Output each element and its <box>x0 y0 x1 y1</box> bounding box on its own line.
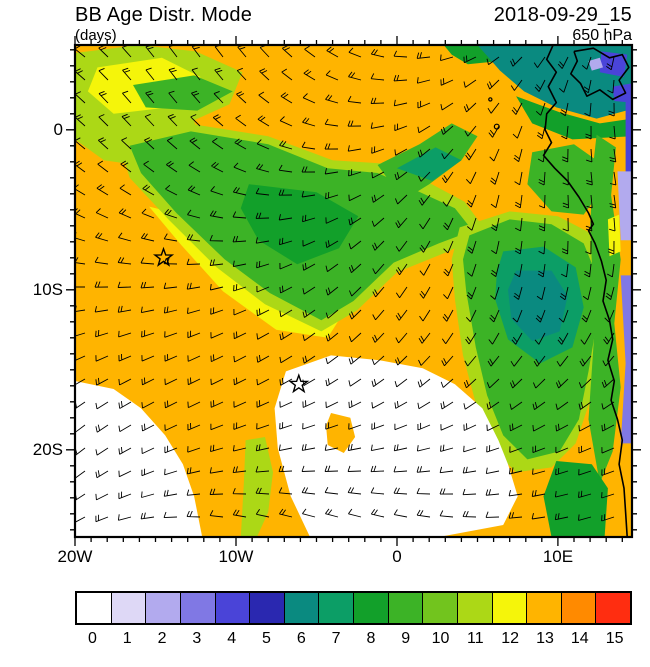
colorbar-tick-label: 12 <box>501 630 520 647</box>
colorbar-cell <box>354 593 389 623</box>
field-region-value-2 <box>617 171 632 241</box>
colorbar-tick-label: 9 <box>401 630 411 647</box>
x-axis-label: 20W <box>57 547 93 566</box>
plot-title: BB Age Distr. Mode <box>75 4 253 26</box>
field-region-value-4 <box>599 51 628 77</box>
x-axis-label: 10E <box>542 547 574 566</box>
field-region-value-2 <box>588 57 603 71</box>
colorbar-tick-label: 1 <box>122 630 132 647</box>
colorbar-tick-label: 10 <box>431 630 450 647</box>
colorbar-tick-label: 14 <box>570 630 589 647</box>
field-region-value-0 <box>75 381 203 537</box>
colorbar-tick-label: 4 <box>227 630 237 647</box>
colorbar-tick-label: 7 <box>331 630 341 647</box>
y-axis-label: 10S <box>32 279 63 299</box>
colorbar-cell <box>596 593 630 623</box>
plot-timestamp: 2018-09-29_15 <box>493 4 632 26</box>
colorbar-tick-label: 3 <box>192 630 202 647</box>
field-region-value-11 <box>240 437 273 537</box>
colorbar-tick-label: 15 <box>605 630 624 647</box>
colorbar-cell <box>319 593 354 623</box>
colorbar <box>75 591 632 625</box>
field-region-value-6 <box>508 270 568 341</box>
colorbar-tick-label: 5 <box>262 630 271 647</box>
field-region-value-9 <box>527 144 600 215</box>
plot-units-label: (days) <box>75 27 117 44</box>
map-canvas <box>66 36 641 546</box>
colorbar-cell <box>284 593 320 623</box>
field-region-value-8 <box>516 96 632 140</box>
y-axis-label: 0 <box>53 119 63 139</box>
colorbar-tick-label: 13 <box>536 630 554 647</box>
island-outline <box>488 97 493 102</box>
colorbar-cell <box>527 593 562 623</box>
colorbar-cell <box>111 593 147 623</box>
colorbar-cell <box>180 593 216 623</box>
plot-frame <box>73 43 634 539</box>
axis-ticks <box>66 36 641 546</box>
star-marker <box>152 246 175 267</box>
coastline <box>542 45 628 537</box>
colorbar-tick-label: 0 <box>87 630 97 647</box>
field-region-value-3 <box>620 275 632 444</box>
field-region-value-7 <box>397 147 462 181</box>
colorbar-cell <box>457 593 493 623</box>
colorbar-cell <box>388 593 424 623</box>
colorbar-tick-label: 2 <box>157 630 167 647</box>
subtitle-row: (days) 650 hPa <box>75 27 632 45</box>
wind-barbs <box>75 45 617 523</box>
field-region-value-13 <box>326 413 356 453</box>
colorbar-cell <box>492 593 528 623</box>
colorbar-tick-label: 8 <box>366 630 376 647</box>
title-row: BB Age Distr. Mode 2018-09-29_15 <box>75 4 632 27</box>
field-region-value-9 <box>133 75 233 111</box>
colorbar-tick-label: 6 <box>296 630 306 647</box>
colorbar-tick-label: 11 <box>467 630 484 647</box>
colorbar-cell <box>77 593 112 623</box>
colorbar-cell <box>561 593 597 623</box>
map-plot-area: 20W 10W 0 10E 0 10S 20S <box>33 36 641 566</box>
y-axis-label: 20S <box>32 439 63 459</box>
colorbar-cell <box>250 593 285 623</box>
star-marker <box>288 373 310 394</box>
colorbar-cell <box>423 593 458 623</box>
x-axis-label: 0 <box>392 547 402 566</box>
colorbar-labels: 0 1 2 3 4 5 6 7 8 9 10 11 12 13 14 15 <box>75 630 632 648</box>
field-region-value-8 <box>543 461 608 537</box>
colorbar-cell <box>146 593 181 623</box>
field-region-value-12 <box>607 214 621 257</box>
field-region-value-0 <box>274 355 518 537</box>
x-axis-label: 10W <box>218 547 254 566</box>
colorbar-cell <box>215 593 251 623</box>
pressure-level-label: 650 hPa <box>572 27 632 44</box>
coastline <box>569 47 630 101</box>
